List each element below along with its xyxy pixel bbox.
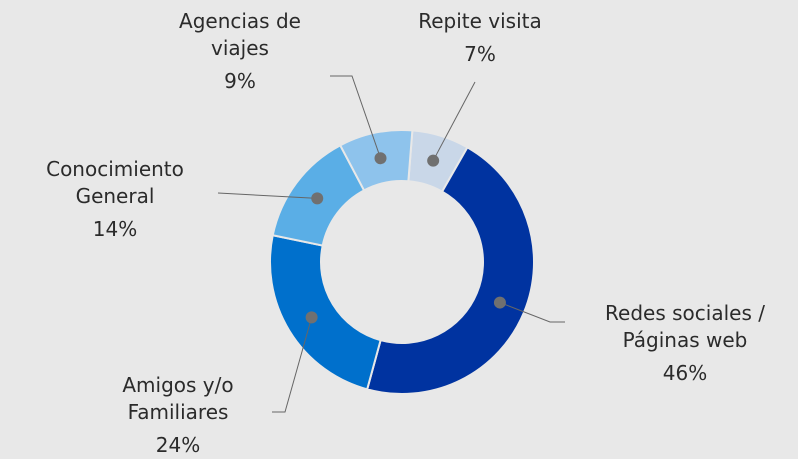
value-label: 46%: [662, 361, 708, 385]
leader-line: [499, 302, 565, 323]
leader-line: [217, 192, 318, 199]
data-label: Agencias de viajes 9%: [110, 8, 370, 95]
leader-line: [330, 75, 381, 159]
data-label: Amigos y/o Familiares 24%: [48, 372, 308, 459]
donut-segment: [269, 234, 382, 391]
value-label: 7%: [464, 42, 496, 66]
leader-dot: [374, 152, 387, 165]
leader-dot: [305, 311, 318, 324]
data-label: Conocimiento General 14%: [0, 156, 245, 243]
leader-dot: [493, 296, 506, 309]
leader-line: [272, 317, 313, 413]
category-label: Amigos y/o Familiares: [122, 373, 234, 424]
category-label: Conocimiento General: [46, 157, 184, 208]
value-label: 14%: [92, 217, 138, 241]
leader-line: [432, 81, 476, 161]
value-label: 9%: [224, 69, 256, 93]
donut-segment: [365, 145, 535, 395]
category-label: Repite visita: [418, 9, 542, 33]
value-label: 24%: [155, 433, 201, 457]
leader-dot: [311, 192, 324, 205]
data-label: Repite visita 7%: [350, 8, 610, 68]
category-label: Agencias de viajes: [179, 9, 301, 60]
category-label: Redes sociales / Páginas web: [605, 301, 765, 352]
leader-dot: [427, 154, 440, 167]
data-label: Redes sociales / Páginas web 46%: [555, 300, 798, 387]
